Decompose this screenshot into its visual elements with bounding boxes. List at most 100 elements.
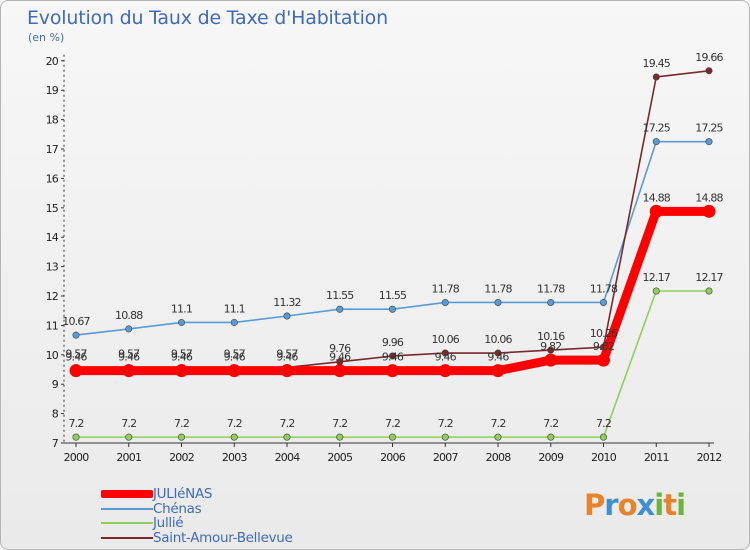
y-tick-label: 17 [46, 143, 59, 156]
data-label: 9.46 [382, 351, 404, 364]
data-label: 11.78 [537, 282, 565, 295]
data-label: 9.46 [487, 351, 509, 364]
data-point [72, 331, 80, 339]
data-label: 9.46 [435, 351, 457, 364]
x-tick-label: 2007 [433, 451, 459, 464]
data-label: 9.46 [329, 351, 351, 364]
data-label: 7.2 [385, 417, 400, 430]
data-label: 9.57 [276, 347, 298, 360]
legend-swatch [101, 536, 153, 539]
x-tick-label: 2008 [486, 451, 512, 464]
x-tick-label: 2004 [275, 451, 301, 464]
data-point [125, 433, 133, 441]
data-point [597, 353, 610, 367]
data-label: 7.2 [68, 417, 83, 430]
data-point [336, 305, 344, 313]
y-tick-label: 10 [46, 349, 59, 362]
legend-label: Saint-Amour-Bellevue [153, 529, 293, 546]
data-label: 14.88 [695, 191, 723, 204]
legend-item: Saint-Amour-Bellevue [101, 531, 293, 546]
proxiti-logo: Proxiti [584, 488, 686, 522]
data-point [491, 364, 505, 378]
logo-letter: t [663, 488, 677, 522]
data-point [544, 353, 558, 367]
data-label: 12.17 [643, 271, 671, 284]
x-tick-label: 2006 [380, 451, 406, 464]
y-tick-label: 7 [52, 437, 59, 450]
data-label: 9.57 [171, 347, 193, 360]
data-point [547, 433, 555, 441]
data-label: 17.25 [695, 122, 723, 135]
data-label: 19.66 [695, 51, 723, 64]
data-label: 9.57 [118, 347, 140, 360]
data-point [122, 364, 136, 378]
data-labels-layer: 10.67 10.88 11.1 11.1 11.32 11.55 11.55 11.78 11… [62, 51, 724, 430]
logo-letter: P [584, 488, 605, 522]
data-label: 9.46 [65, 351, 87, 364]
data-label: 9.96 [382, 336, 404, 349]
y-tick-label: 18 [46, 114, 59, 127]
data-label: 10.06 [432, 333, 460, 346]
data-point [547, 346, 555, 354]
data-label: 19.45 [643, 57, 671, 70]
data-point [125, 325, 133, 333]
data-label: 7.2 [490, 417, 505, 430]
data-point [441, 349, 449, 357]
data-label: 7.2 [279, 417, 294, 430]
logo-letter: i [676, 488, 686, 522]
data-label: 11.78 [590, 282, 618, 295]
data-label: 11.1 [171, 302, 192, 315]
data-point [652, 138, 660, 146]
legend-item: JULIéNAS [101, 487, 293, 502]
data-point [705, 287, 713, 295]
data-point [388, 352, 396, 360]
legend-swatch [101, 522, 153, 525]
data-point [283, 312, 291, 320]
x-tick-label: 2003 [222, 451, 248, 464]
logo-letter: i [654, 488, 664, 522]
data-label: 9.76 [329, 342, 351, 355]
x-tick-label: 2010 [591, 451, 617, 464]
x-tick-label: 2005 [327, 451, 353, 464]
data-point [547, 298, 555, 306]
data-label: 9.46 [224, 351, 246, 364]
data-label: 10.16 [537, 330, 565, 343]
chart-axes: 7 8 9 10 11 12 13 14 15 16 17 18 19 20 2000 2001 2002 200… [46, 54, 722, 464]
data-point [388, 305, 396, 313]
data-label: 10.67 [62, 315, 90, 328]
data-point [705, 67, 713, 75]
data-label: 9.57 [65, 347, 87, 360]
data-label: 12.17 [695, 271, 723, 284]
logo-letter: x [636, 488, 656, 522]
y-tick-label: 20 [46, 55, 59, 68]
data-point [494, 433, 502, 441]
y-tick-label: 8 [52, 408, 59, 421]
data-point [72, 433, 80, 441]
y-tick-label: 12 [46, 290, 58, 303]
data-label: 10.88 [115, 309, 143, 322]
chart-subtitle: (en %) [28, 31, 65, 44]
data-label: 11.78 [432, 282, 460, 295]
x-tick-label: 2001 [116, 451, 141, 464]
y-tick-label: 15 [46, 202, 59, 215]
data-label: 11.78 [484, 282, 512, 295]
legend-item: Jullié [101, 516, 293, 531]
data-label: 17.25 [643, 122, 671, 135]
y-tick-label: 13 [46, 261, 59, 274]
chart-title: Evolution du Taux de Taxe d'Habitation [27, 7, 388, 29]
data-label: 7.2 [596, 417, 611, 430]
data-point [388, 433, 396, 441]
data-label: 7.2 [121, 417, 136, 430]
data-point [230, 433, 238, 441]
data-point [438, 364, 452, 378]
data-label: 11.55 [326, 289, 354, 302]
data-label: 11.55 [379, 289, 407, 302]
data-point [230, 318, 238, 326]
data-label: 7.2 [332, 417, 347, 430]
legend-swatch [101, 490, 153, 499]
data-point [649, 204, 663, 218]
data-label: 9.46 [171, 351, 193, 364]
data-label: 7.2 [174, 417, 189, 430]
